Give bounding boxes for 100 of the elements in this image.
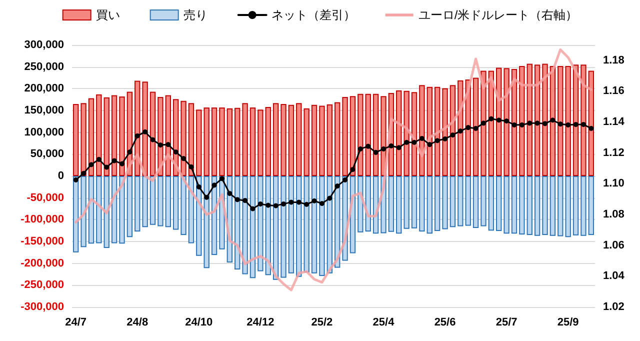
bar	[480, 176, 486, 226]
bar	[280, 104, 286, 176]
line-series	[74, 48, 592, 292]
bar	[304, 176, 310, 273]
y-tick-label: 200,000	[24, 82, 64, 95]
y-tick-label: -150,000	[20, 236, 64, 248]
bar	[434, 86, 440, 176]
bar	[426, 86, 432, 176]
y-tick-label: 250,000	[24, 60, 64, 73]
x-tick-label: 24/7	[65, 316, 87, 328]
bar	[358, 176, 364, 232]
bar	[319, 176, 325, 276]
bar	[488, 70, 494, 176]
bar	[542, 176, 548, 235]
y2-tick-label: 1.10	[603, 178, 624, 190]
bar	[472, 78, 479, 176]
legend-label: 売り	[183, 8, 208, 22]
y-tick-label: -250,000	[20, 279, 64, 292]
bar	[450, 85, 456, 176]
bar	[188, 103, 194, 176]
bar	[396, 90, 402, 176]
bar	[258, 110, 264, 176]
bar	[558, 66, 564, 176]
bar	[550, 66, 556, 176]
bar	[96, 176, 102, 244]
x-tick-label: 24/8	[126, 316, 148, 328]
bar	[265, 107, 271, 176]
bar	[504, 68, 510, 176]
bar	[172, 176, 179, 230]
bar	[150, 92, 156, 176]
bar	[250, 176, 256, 278]
y-tick-label: 100,000	[24, 126, 64, 138]
bar	[565, 66, 571, 176]
bar	[326, 104, 332, 176]
bar	[80, 103, 86, 176]
bar	[519, 66, 525, 176]
bar	[511, 176, 518, 234]
bar	[588, 70, 594, 176]
y2-tick-label: 1.06	[603, 239, 624, 252]
bar	[419, 176, 425, 232]
bar	[242, 176, 248, 274]
bar	[119, 96, 125, 176]
bar	[519, 176, 525, 235]
bar	[450, 176, 456, 228]
bar	[234, 108, 240, 176]
y2-tick-label: 1.12	[603, 146, 624, 159]
bar	[434, 176, 440, 232]
bar	[142, 82, 148, 176]
bar	[526, 64, 532, 176]
bar	[88, 176, 94, 244]
bar	[311, 176, 318, 274]
bar	[534, 64, 540, 176]
bar	[334, 102, 340, 176]
bar	[104, 176, 110, 248]
bar	[242, 103, 248, 176]
y-tick-label: -300,000	[20, 301, 64, 313]
bar	[288, 104, 294, 176]
y2-tick-label: 1.02	[603, 301, 624, 313]
bar	[580, 64, 586, 176]
bar	[296, 103, 302, 176]
bar	[411, 92, 418, 176]
bar	[550, 176, 556, 236]
bar	[372, 94, 379, 176]
bar	[272, 176, 279, 280]
bar	[180, 176, 186, 235]
bar	[411, 176, 418, 228]
bar	[142, 176, 148, 228]
y2-tick-label: 1.04	[603, 270, 626, 282]
bar	[250, 107, 256, 176]
bar	[258, 176, 264, 272]
bar	[73, 176, 79, 252]
bar	[572, 64, 579, 176]
y-tick-label: -100,000	[20, 214, 64, 226]
legend-label: ネット（差引）	[271, 8, 356, 22]
bar	[272, 103, 279, 176]
bar	[350, 96, 356, 176]
bar	[188, 176, 194, 244]
bar	[404, 90, 410, 176]
y-tick-label: 50,000	[30, 148, 64, 160]
bar	[511, 69, 518, 176]
x-tick-label: 25/9	[557, 316, 579, 328]
bar	[280, 176, 286, 278]
x-tick-label: 25/6	[434, 316, 456, 328]
y-tick-label: -50,000	[26, 192, 64, 204]
bar	[319, 106, 325, 176]
y-tick-label: 150,000	[24, 104, 64, 116]
bar	[288, 176, 294, 274]
bar	[472, 176, 479, 228]
bar	[134, 176, 140, 232]
bar	[265, 176, 271, 276]
y-tick-label: 0	[58, 170, 64, 182]
bar	[226, 108, 233, 176]
bar	[88, 98, 94, 176]
bar	[534, 176, 540, 236]
y2-tick-label: 1.08	[603, 208, 624, 221]
bar	[158, 176, 164, 226]
bar	[104, 97, 110, 176]
bar	[96, 94, 102, 176]
bar	[442, 88, 448, 176]
bar	[426, 176, 432, 234]
